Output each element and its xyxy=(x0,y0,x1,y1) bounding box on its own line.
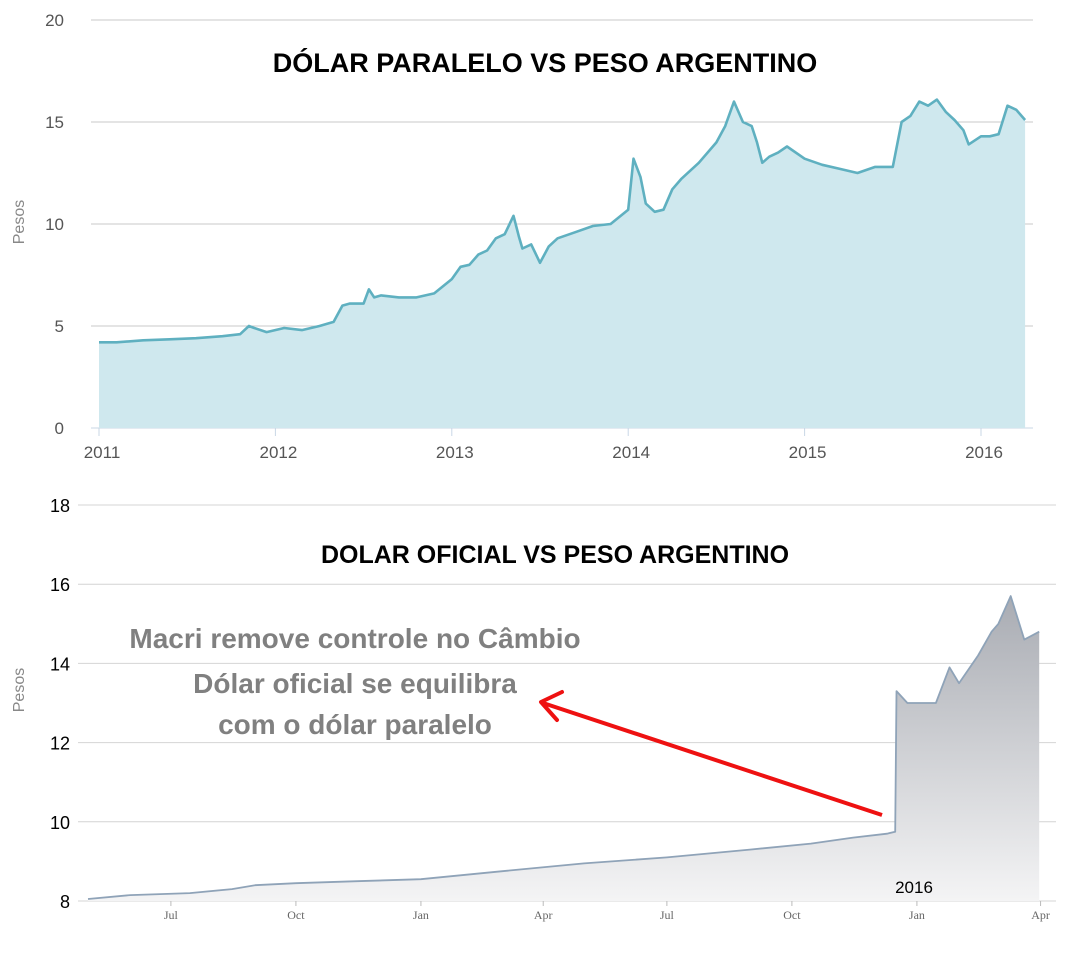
y-tick-label: 20 xyxy=(45,11,64,30)
x-tick-label: 2013 xyxy=(436,443,474,462)
x-tick-label: 2014 xyxy=(612,443,650,462)
annotation-line-1: Macri remove controle no Câmbio xyxy=(129,623,580,654)
x-tick-label: 2015 xyxy=(789,443,827,462)
y-tick-label: 16 xyxy=(50,575,70,595)
annotation: Macri remove controle no Câmbio Dólar of… xyxy=(129,623,580,740)
x-tick-label: Oct xyxy=(783,908,801,922)
y-tick-label: 15 xyxy=(45,113,64,132)
y-tick-label: 14 xyxy=(50,654,70,674)
oficial-chart: 8 10 12 14 16 18 Jul Oct Jan Apr Jul Oct Jan Apr Pes… xyxy=(11,496,1056,922)
y-axis-label: Pesos xyxy=(11,668,28,712)
series-area xyxy=(99,99,1026,428)
x-tick-label: Apr xyxy=(534,908,553,922)
y-tick-label: 10 xyxy=(50,813,70,833)
y-tick-label: 10 xyxy=(45,215,64,234)
y-tick-label: 0 xyxy=(55,419,64,438)
chart-title: DÓLAR PARALELO VS PESO ARGENTINO xyxy=(273,47,818,78)
annotation-line-2: Dólar oficial se equilibra xyxy=(193,668,517,699)
arrow-shaft xyxy=(542,701,883,817)
arrow xyxy=(539,690,883,817)
x-tick-label: 2016 xyxy=(965,443,1003,462)
x-tick-label: Jul xyxy=(164,908,179,922)
y-tick-label: 12 xyxy=(50,734,70,754)
x-tick-label: Jul xyxy=(660,908,675,922)
y-tick-label: 5 xyxy=(55,317,64,336)
x-tick-label: Jan xyxy=(413,908,429,922)
series-area xyxy=(88,596,1040,901)
y-axis-label: Pesos xyxy=(11,200,28,244)
chart-title: DOLAR OFICIAL VS PESO ARGENTINO xyxy=(321,541,789,569)
year-label: 2016 xyxy=(895,878,933,897)
x-tick-label: 2012 xyxy=(259,443,297,462)
y-tick-label: 8 xyxy=(60,892,70,912)
series-line xyxy=(99,98,1027,344)
x-tick-label: Oct xyxy=(287,908,305,922)
annotation-line-3: com o dólar paralelo xyxy=(218,709,492,740)
x-tick-label: Apr xyxy=(1031,908,1050,922)
x-tick-label: Jan xyxy=(909,908,925,922)
arrow-head xyxy=(539,690,564,722)
x-tick-label: 2011 xyxy=(84,443,121,462)
y-tick-label: 18 xyxy=(50,496,70,516)
series-line xyxy=(87,595,1040,900)
